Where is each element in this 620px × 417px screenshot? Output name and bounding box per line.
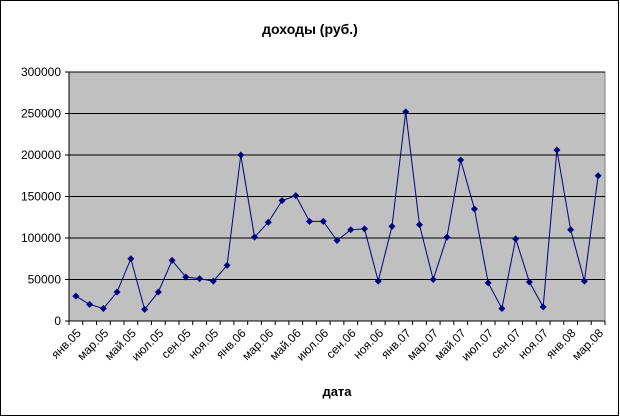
data-point xyxy=(113,288,121,296)
data-point xyxy=(567,226,575,234)
data-point xyxy=(374,277,382,285)
data-point xyxy=(319,217,327,225)
y-tick-label: 100000 xyxy=(21,231,61,245)
y-tick-label: 300000 xyxy=(21,65,61,79)
data-point xyxy=(141,305,149,313)
data-point xyxy=(333,236,341,244)
data-point xyxy=(594,172,602,180)
x-axis-label: дата xyxy=(322,384,352,399)
data-point xyxy=(127,255,135,263)
data-point xyxy=(168,256,176,264)
data-point xyxy=(539,303,547,311)
data-point xyxy=(512,235,520,243)
data-point xyxy=(553,146,561,154)
y-tick-label: 50000 xyxy=(28,273,62,287)
data-point xyxy=(457,156,465,164)
data-point xyxy=(415,221,423,229)
data-point xyxy=(223,261,231,269)
data-point xyxy=(86,300,94,308)
data-point xyxy=(292,192,300,200)
data-point xyxy=(99,305,107,313)
chart-title: доходы (руб.) xyxy=(262,21,358,37)
y-tick-label: 0 xyxy=(54,314,61,328)
data-point xyxy=(264,218,272,226)
y-tick-label: 150000 xyxy=(21,190,61,204)
data-point xyxy=(182,273,190,281)
data-point xyxy=(402,108,410,116)
data-point xyxy=(347,226,355,234)
data-point xyxy=(72,292,80,300)
data-point xyxy=(498,305,506,313)
data-point xyxy=(209,277,217,285)
data-point xyxy=(525,278,533,286)
y-tick-label: 200000 xyxy=(21,148,61,162)
data-point xyxy=(196,275,204,283)
data-point xyxy=(278,197,286,205)
data-point xyxy=(388,222,396,230)
data-point xyxy=(484,279,492,287)
data-point xyxy=(154,288,162,296)
data-point xyxy=(580,277,588,285)
data-point xyxy=(360,225,368,233)
data-point xyxy=(443,233,451,241)
data-point xyxy=(306,217,314,225)
data-point xyxy=(429,276,437,283)
data-point xyxy=(470,205,478,213)
data-point xyxy=(237,151,245,159)
data-point xyxy=(251,233,259,241)
y-tick-label: 250000 xyxy=(21,107,61,121)
